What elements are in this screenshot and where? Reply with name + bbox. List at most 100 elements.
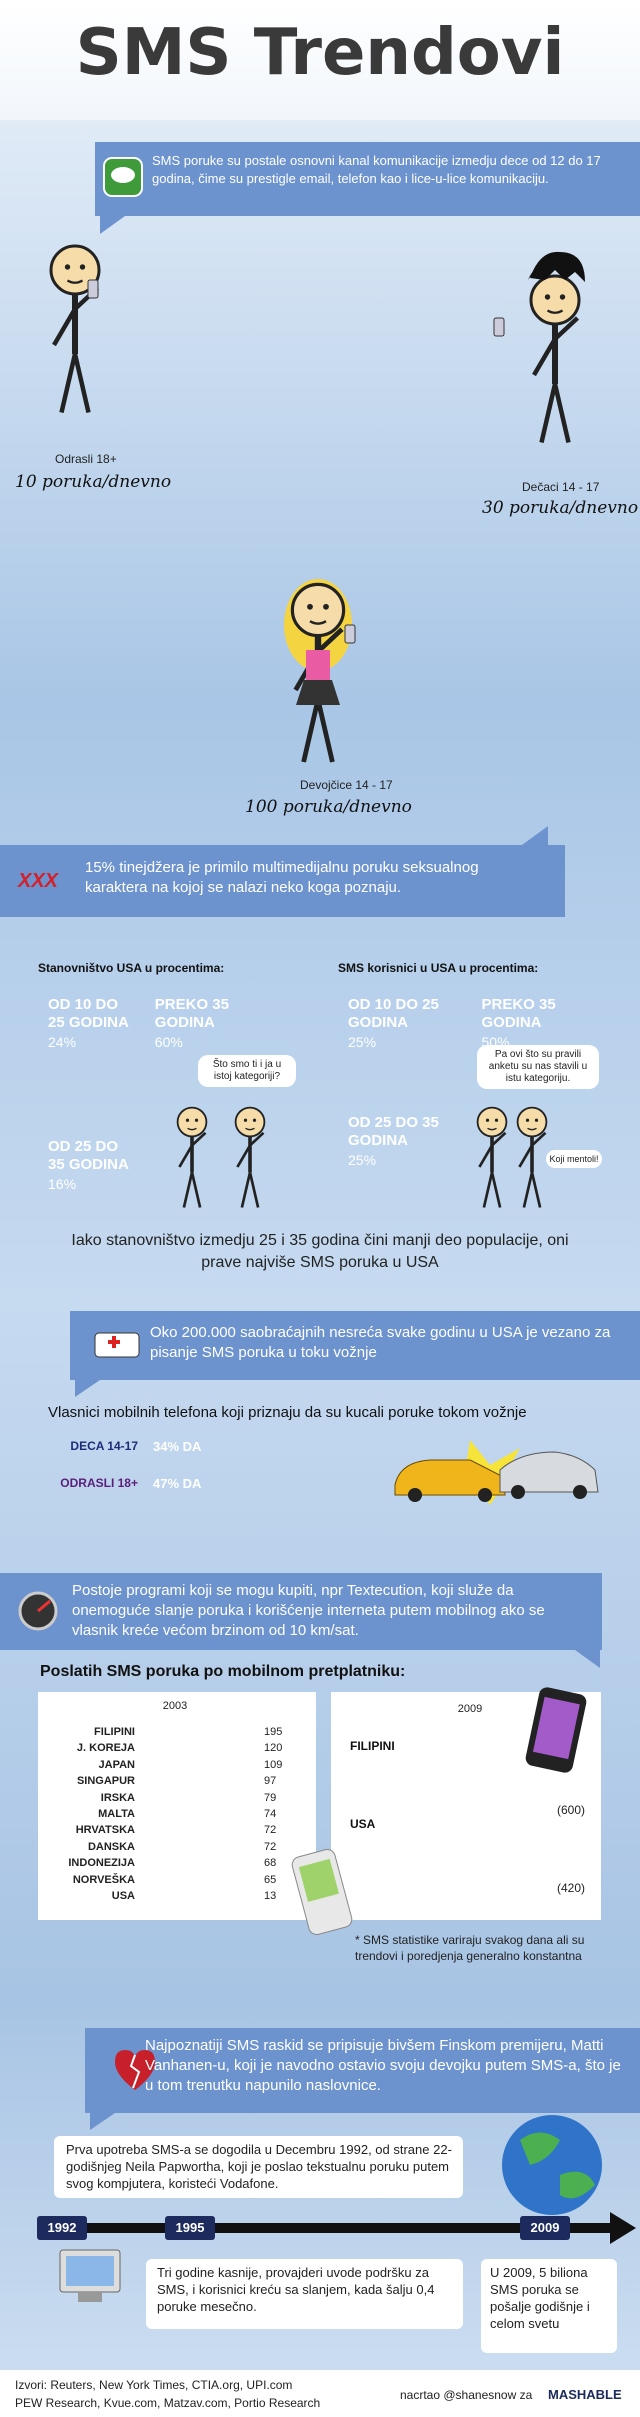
ambulance-icon xyxy=(94,1332,140,1358)
timeline-text: Tri godine kasnije, provajderi uvode pod… xyxy=(157,2265,435,2314)
band-tail xyxy=(100,216,125,234)
segment-value: 24% xyxy=(48,1034,77,1050)
segment-value: 25% xyxy=(348,1034,377,1050)
speech-bubble: Koji mentoli! xyxy=(546,1150,602,1168)
small-figure xyxy=(475,1105,509,1210)
small-figure xyxy=(175,1105,209,1210)
bar-value: (600) xyxy=(556,1803,585,1817)
sexting-text: 15% tinejdžera je primilo multimedijalnu… xyxy=(85,859,479,896)
speedometer-needle xyxy=(37,1599,51,1613)
wheel xyxy=(573,1485,587,1499)
phone xyxy=(344,624,356,644)
group-name: Dečaci 14 - 17 xyxy=(522,480,600,494)
boy-figure xyxy=(531,276,579,443)
timeline-year: 2009 xyxy=(530,2220,560,2235)
group-name: Devojčice 14 - 17 xyxy=(300,778,393,792)
bar-value: 13 xyxy=(264,1890,277,1902)
bar-category: FILIPINI xyxy=(94,1726,135,1738)
timeline-arrowhead xyxy=(610,2212,636,2244)
bar-category: NORVEŠKA xyxy=(72,1873,135,1886)
bar-value: 68 xyxy=(264,1857,277,1870)
subscriber-note: * SMS statistike variraju svakog dana al… xyxy=(355,1933,585,1963)
timeline-box xyxy=(54,2136,463,2198)
breakup-band xyxy=(85,2028,640,2113)
segment-name: OD 25 DO 35 GODINA xyxy=(48,1137,129,1173)
segment-name: OD 10 DO 25 GODINA xyxy=(48,996,129,1031)
band-tail xyxy=(522,826,548,845)
bar-value: 79 xyxy=(264,1791,277,1804)
panel-2003 xyxy=(38,1692,316,1920)
title: SMS Trendovi xyxy=(75,16,565,90)
segment-value: 60% xyxy=(154,1034,183,1050)
breakup-text: Najpoznatiji SMS raskid se pripisuje biv… xyxy=(145,2037,621,2094)
chat-icon-bubble xyxy=(111,167,135,183)
bar-category: DANSKA xyxy=(87,1840,135,1853)
chart-title: 2003 xyxy=(162,1700,188,1712)
ambulance-cross xyxy=(112,1336,116,1348)
band-tail xyxy=(75,1380,100,1397)
girl-top xyxy=(306,650,330,680)
timeline-box xyxy=(481,2259,617,2353)
population-note: Iako stanovništvo izmedju 25 i 35 godina… xyxy=(71,1232,569,1271)
band-tail xyxy=(90,2113,115,2130)
bar-category: USA xyxy=(350,1817,376,1831)
bar-value: 120 xyxy=(264,1742,283,1755)
bar-category: FILIPINI xyxy=(350,1739,395,1753)
bar-category: J. KOREJA xyxy=(76,1742,135,1755)
bar-category: USA xyxy=(111,1890,135,1902)
sexting-band xyxy=(0,845,565,917)
group-count: 100 poruka/dnevno xyxy=(245,797,412,817)
treemap-title: Stanovništvo USA u procentima: xyxy=(38,961,225,975)
wheel xyxy=(408,1488,422,1502)
phone xyxy=(87,279,99,299)
group-count: 30 poruka/dnevno xyxy=(482,498,639,518)
phone xyxy=(493,317,505,337)
title-area xyxy=(0,0,640,120)
bar-category: HRVATSKA xyxy=(75,1824,135,1837)
bar-value: 47% DA xyxy=(153,1476,202,1491)
bar-value: 195 xyxy=(264,1726,283,1738)
band-tail xyxy=(575,1650,600,1668)
bar-category: IRSKA xyxy=(100,1791,135,1804)
bar-category: JAPAN xyxy=(98,1758,135,1771)
year-badge xyxy=(37,2216,87,2240)
timeline-text: Prva upotreba SMS-a se dogodila u Decemb… xyxy=(66,2142,452,2191)
phone-screen xyxy=(532,1696,580,1760)
bar-category: SINGAPUR xyxy=(76,1775,135,1788)
bar-category: MALTA xyxy=(98,1808,135,1820)
bar-value: 74 xyxy=(264,1808,277,1820)
timeline-year: 1992 xyxy=(47,2220,77,2235)
bar-value: 97 xyxy=(264,1775,277,1788)
bar-value: (420) xyxy=(556,1881,585,1895)
speech-bubble: Što smo ti i ja u istoj kategoriji? xyxy=(198,1055,296,1087)
year-badge xyxy=(165,2216,215,2240)
segment-name: OD 10 DO 25 GODINA xyxy=(348,996,439,1031)
bar-category: ODRASLI 18+ xyxy=(60,1476,138,1490)
subscriber-title: Poslatih SMS poruka po mobilnom pretplat… xyxy=(40,1663,406,1680)
footer-area xyxy=(0,2370,640,2417)
timeline-text: U 2009, 5 biliona SMS poruka se pošalje … xyxy=(490,2265,590,2331)
bar-value: 34% DA xyxy=(153,1439,202,1454)
bar-category: INDONEZIJA xyxy=(68,1857,135,1870)
driving-title: Vlasnici mobilnih telefona koji priznaju… xyxy=(48,1404,527,1421)
bar-value: 109 xyxy=(264,1758,283,1771)
segment-value: 16% xyxy=(48,1175,77,1192)
intro-band xyxy=(95,142,640,216)
wheel xyxy=(511,1485,525,1499)
timeline-year: 1995 xyxy=(175,2220,205,2235)
speech-bubble: Pa ovi što su pravili anketu su nas stav… xyxy=(477,1045,599,1089)
accident-text: Oko 200.000 saobraćajnih nesreća svake g… xyxy=(150,1324,611,1361)
textecution-text: Postoje programi koji se mogu kupiti, np… xyxy=(72,1582,545,1639)
computer-stand xyxy=(78,2292,102,2302)
boy-hair-top xyxy=(530,251,585,282)
chart-title: 2009 xyxy=(457,1703,483,1715)
bar-value: 72 xyxy=(264,1840,277,1853)
xxx-icon: XXX xyxy=(18,870,59,892)
timeline-box xyxy=(146,2259,463,2329)
globe-land xyxy=(520,2132,595,2199)
small-figure xyxy=(233,1105,267,1210)
textecution-band xyxy=(0,1573,602,1650)
segment-value: 25% xyxy=(348,1152,377,1168)
small-figure xyxy=(515,1105,549,1210)
